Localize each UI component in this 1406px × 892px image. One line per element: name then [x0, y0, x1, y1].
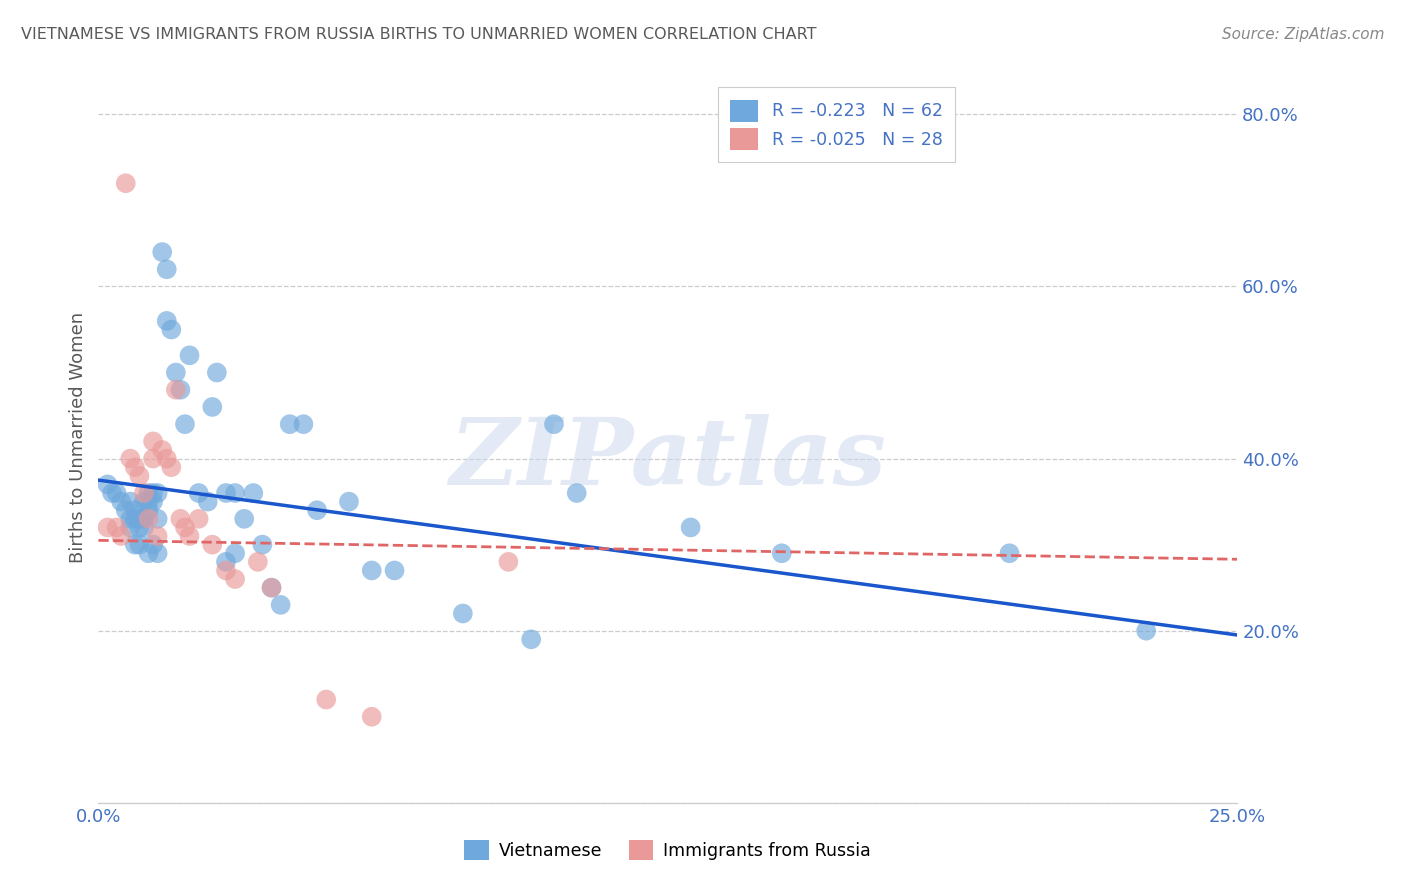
Point: [307, 503, 329, 517]
Point: [146, 486, 169, 500]
Point: [201, 538, 224, 552]
Y-axis label: Births to Unmarried Women: Births to Unmarried Women: [69, 311, 87, 563]
Point: [146, 529, 169, 543]
Point: [110, 529, 132, 543]
Point: [224, 546, 246, 560]
Point: [205, 366, 228, 380]
Point: [543, 417, 565, 432]
Point: [132, 486, 155, 500]
Point: [215, 564, 238, 578]
Point: [360, 710, 382, 724]
Point: [998, 546, 1021, 560]
Point: [197, 494, 219, 508]
Point: [138, 494, 160, 508]
Point: [174, 520, 197, 534]
Point: [114, 503, 136, 517]
Point: [128, 512, 150, 526]
Point: [138, 512, 160, 526]
Legend: Vietnamese, Immigrants from Russia: Vietnamese, Immigrants from Russia: [457, 833, 879, 867]
Point: [142, 486, 165, 500]
Point: [150, 442, 173, 457]
Point: [160, 322, 183, 336]
Point: [120, 512, 142, 526]
Point: [156, 314, 179, 328]
Point: [105, 486, 128, 500]
Point: [260, 581, 283, 595]
Point: [260, 581, 283, 595]
Point: [360, 564, 382, 578]
Point: [498, 555, 520, 569]
Point: [101, 486, 124, 500]
Point: [114, 176, 136, 190]
Point: [142, 434, 165, 449]
Point: [128, 520, 150, 534]
Text: ZIPatlas: ZIPatlas: [450, 414, 886, 504]
Point: [278, 417, 301, 432]
Point: [110, 494, 132, 508]
Point: [165, 383, 187, 397]
Point: [233, 512, 256, 526]
Point: [142, 538, 165, 552]
Point: [138, 503, 160, 517]
Point: [679, 520, 702, 534]
Point: [150, 245, 173, 260]
Point: [565, 486, 588, 500]
Point: [187, 512, 209, 526]
Point: [146, 512, 169, 526]
Point: [246, 555, 269, 569]
Point: [384, 564, 406, 578]
Point: [224, 486, 246, 500]
Point: [138, 486, 160, 500]
Point: [179, 348, 201, 362]
Point: [142, 451, 165, 466]
Point: [124, 503, 146, 517]
Point: [215, 555, 238, 569]
Point: [142, 494, 165, 508]
Point: [120, 520, 142, 534]
Point: [169, 512, 191, 526]
Point: [187, 486, 209, 500]
Point: [105, 520, 128, 534]
Text: VIETNAMESE VS IMMIGRANTS FROM RUSSIA BIRTHS TO UNMARRIED WOMEN CORRELATION CHART: VIETNAMESE VS IMMIGRANTS FROM RUSSIA BIR…: [21, 27, 817, 42]
Point: [224, 572, 246, 586]
Point: [156, 262, 179, 277]
Point: [174, 417, 197, 432]
Point: [337, 494, 360, 508]
Point: [124, 460, 146, 475]
Point: [132, 494, 155, 508]
Point: [179, 529, 201, 543]
Point: [138, 546, 160, 560]
Point: [165, 366, 187, 380]
Point: [215, 486, 238, 500]
Point: [520, 632, 543, 647]
Point: [292, 417, 315, 432]
Point: [128, 538, 150, 552]
Point: [1135, 624, 1157, 638]
Point: [315, 692, 337, 706]
Point: [770, 546, 793, 560]
Point: [128, 468, 150, 483]
Point: [124, 512, 146, 526]
Point: [201, 400, 224, 414]
Point: [124, 538, 146, 552]
Point: [156, 451, 179, 466]
Point: [96, 477, 118, 491]
Point: [146, 546, 169, 560]
Point: [120, 494, 142, 508]
Point: [132, 520, 155, 534]
Point: [451, 607, 474, 621]
Point: [252, 538, 274, 552]
Point: [270, 598, 292, 612]
Point: [96, 520, 118, 534]
Point: [160, 460, 183, 475]
Point: [120, 451, 142, 466]
Text: Source: ZipAtlas.com: Source: ZipAtlas.com: [1222, 27, 1385, 42]
Point: [169, 383, 191, 397]
Point: [242, 486, 264, 500]
Point: [132, 512, 155, 526]
